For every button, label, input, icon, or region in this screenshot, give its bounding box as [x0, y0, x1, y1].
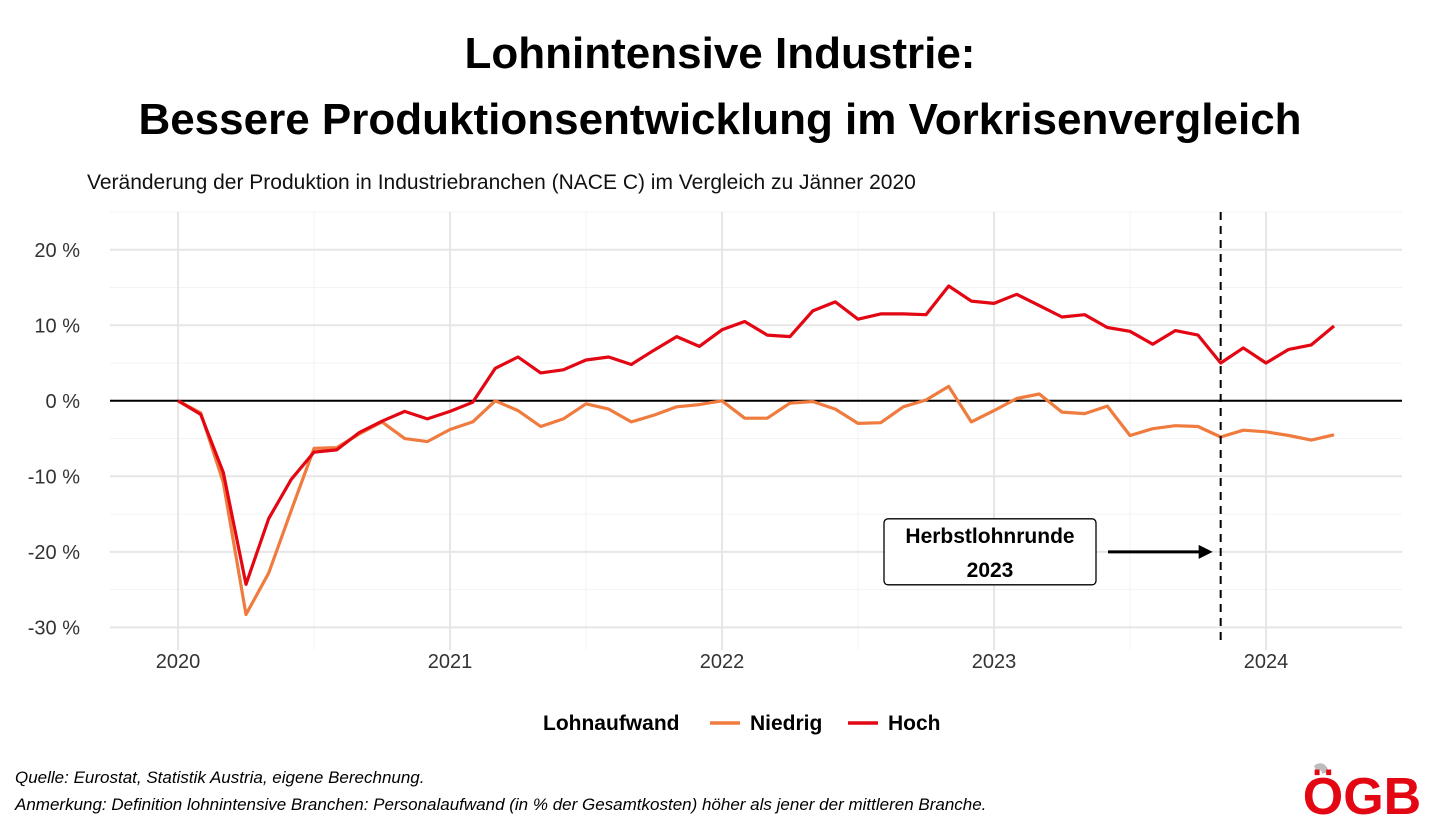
annotation-box — [883, 518, 1097, 586]
logo-text: ÖGB — [1303, 768, 1421, 818]
x-tick-label: 2022 — [700, 651, 745, 673]
chart-subtitle: Veränderung der Produktion in Industrieb… — [87, 171, 916, 194]
chart-title-line1: Lohnintensive Industrie: — [464, 29, 976, 78]
oegb-logo: ÖGB — [1303, 763, 1421, 818]
y-tick-label: 0 % — [46, 391, 81, 413]
chart-title-line2: Bessere Produktionsentwicklung im Vorkri… — [138, 95, 1302, 144]
legend-label-niedrig: Niedrig — [750, 712, 822, 735]
y-tick-label: -20 % — [28, 542, 80, 564]
x-tick-label: 2021 — [428, 651, 473, 673]
annotation-label: Herbstlohnrunde — [905, 525, 1074, 548]
y-tick-label: -30 % — [28, 617, 80, 639]
y-tick-label: -10 % — [28, 466, 80, 488]
x-tick-label: 2020 — [156, 651, 201, 673]
annotation-arrow-head — [1198, 544, 1213, 559]
source-note: Quelle: Eurostat, Statistik Austria, eig… — [15, 768, 425, 787]
y-tick-label: 10 % — [34, 315, 80, 337]
legend-title: Lohnaufwand — [543, 712, 679, 735]
definition-note: Anmerkung: Definition lohnintensive Bran… — [15, 795, 987, 814]
x-tick-label: 2024 — [1244, 651, 1289, 673]
annotation-year: 2023 — [967, 559, 1014, 582]
series-line-hoch — [177, 284, 1336, 586]
series-line-niedrig — [177, 384, 1335, 617]
y-tick-label: 20 % — [34, 240, 80, 262]
x-tick-label: 2023 — [972, 651, 1017, 673]
logo-mark: ÖGB — [1303, 763, 1421, 818]
legend-label-hoch: Hoch — [888, 712, 941, 735]
line-chart: 20 % 10 % 0 % -10 % -20 % -30 % 2020 2021 2022 20… — [28, 211, 1402, 735]
